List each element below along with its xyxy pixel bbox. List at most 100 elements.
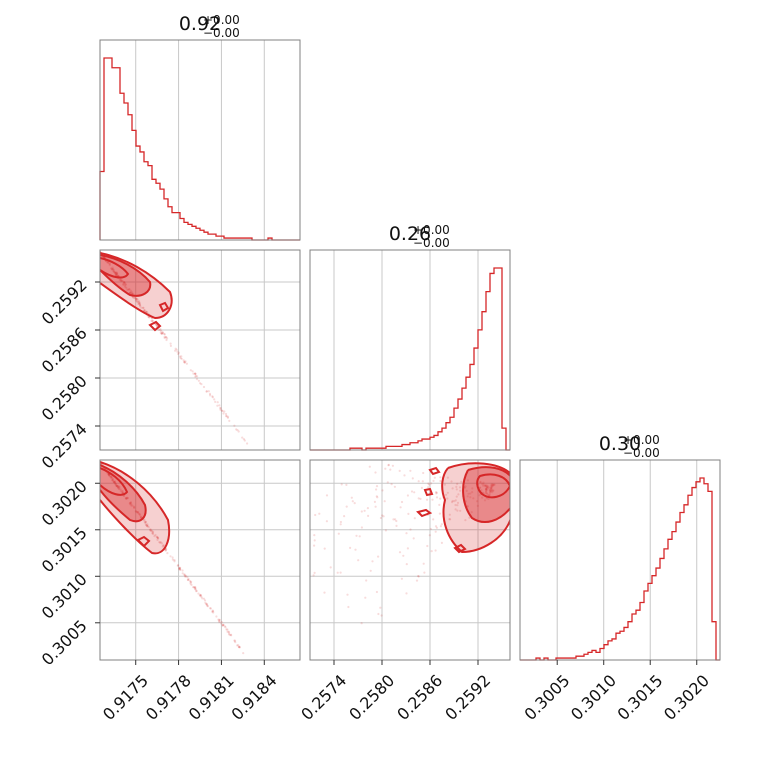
sample-point — [186, 576, 189, 579]
sample-point — [163, 336, 166, 340]
sample-point — [153, 535, 156, 538]
sample-point — [134, 299, 137, 302]
sample-point — [406, 494, 409, 497]
title-param-1: 0.92 — [179, 13, 221, 35]
sample-point — [189, 582, 192, 585]
sample-point — [206, 605, 209, 608]
sample-point — [150, 319, 153, 322]
sample-point — [126, 288, 129, 291]
sample-point — [398, 469, 401, 472]
contour-island — [453, 543, 467, 554]
title-param-1-err-plus: +0.00 — [203, 13, 240, 27]
histogram-param-1 — [99, 57, 300, 241]
sample-point — [120, 278, 123, 281]
sample-point — [206, 604, 209, 607]
sample-point — [226, 630, 229, 633]
sample-point — [174, 347, 177, 350]
sample-point — [183, 573, 186, 577]
sample-point — [124, 283, 127, 286]
sample-point — [243, 439, 246, 442]
sample-point — [464, 519, 467, 522]
sample-point — [133, 506, 136, 510]
sample-point — [115, 271, 118, 274]
sample-point — [182, 359, 185, 362]
sample-point — [337, 532, 340, 535]
sample-point — [420, 486, 423, 489]
sample-point — [479, 480, 482, 483]
sample-point — [110, 475, 113, 478]
sample-point — [339, 520, 342, 524]
sample-point — [403, 474, 406, 477]
sample-point — [139, 305, 142, 308]
sample-point — [434, 530, 437, 533]
sample-point — [369, 569, 372, 572]
sample-point — [433, 476, 436, 479]
sample-point — [491, 491, 494, 494]
sample-point — [146, 525, 149, 528]
sample-point — [434, 491, 438, 494]
sample-point — [91, 240, 93, 242]
sample-point — [163, 335, 166, 338]
sample-point — [110, 475, 113, 478]
sample-point — [453, 500, 456, 503]
sample-point — [155, 535, 158, 539]
sample-point — [123, 281, 126, 284]
sample-point — [351, 500, 354, 503]
sample-point — [434, 549, 437, 552]
sample-point — [111, 268, 114, 271]
sample-point — [406, 547, 409, 550]
sample-point — [126, 497, 129, 500]
sample-point — [184, 360, 187, 363]
sample-point — [116, 485, 119, 489]
sample-point — [428, 483, 431, 486]
sample-point — [393, 485, 396, 488]
sample-point — [463, 486, 466, 489]
sample-point — [123, 281, 126, 284]
y-tick-label: 0.2586 — [38, 323, 91, 376]
sample-point — [136, 300, 139, 303]
sample-point — [435, 491, 438, 494]
sample-point — [107, 472, 110, 476]
sample-point — [219, 408, 222, 411]
contour-island — [428, 466, 441, 476]
panel-frame — [309, 249, 511, 451]
sample-point — [115, 273, 119, 276]
sample-point — [144, 523, 147, 526]
sample-point — [134, 510, 137, 513]
sample-point — [112, 480, 116, 484]
sample-point — [134, 297, 137, 300]
sample-point — [106, 261, 109, 264]
sample-point — [456, 482, 459, 485]
sample-point — [140, 306, 143, 309]
sample-point — [489, 489, 492, 492]
sample-point — [108, 262, 111, 265]
sample-point — [129, 291, 132, 294]
x-tick-label: 0.2592 — [441, 671, 494, 724]
sample-point — [110, 267, 113, 270]
sample-point — [350, 496, 353, 499]
sample-point — [313, 544, 316, 547]
sample-point — [399, 506, 402, 509]
sample-point — [200, 383, 203, 386]
sample-point — [438, 503, 441, 506]
sample-point — [224, 412, 228, 416]
panel-2d-param-2-vs-3 — [309, 459, 511, 661]
sample-point — [492, 484, 495, 487]
sample-point — [413, 491, 416, 494]
sample-point — [111, 266, 114, 269]
sample-point — [204, 601, 207, 604]
sample-point — [426, 544, 429, 548]
sample-point — [151, 532, 154, 535]
sample-point — [119, 279, 123, 282]
sample-point — [489, 487, 492, 490]
sample-point — [221, 623, 224, 626]
sample-point — [446, 476, 449, 479]
sample-point — [136, 300, 139, 303]
sample-point — [162, 544, 165, 547]
sample-point — [93, 452, 95, 454]
sample-point — [312, 574, 315, 577]
sample-point — [189, 579, 192, 583]
sample-point — [394, 518, 397, 521]
sample-point — [107, 473, 110, 476]
sample-point — [140, 516, 143, 519]
